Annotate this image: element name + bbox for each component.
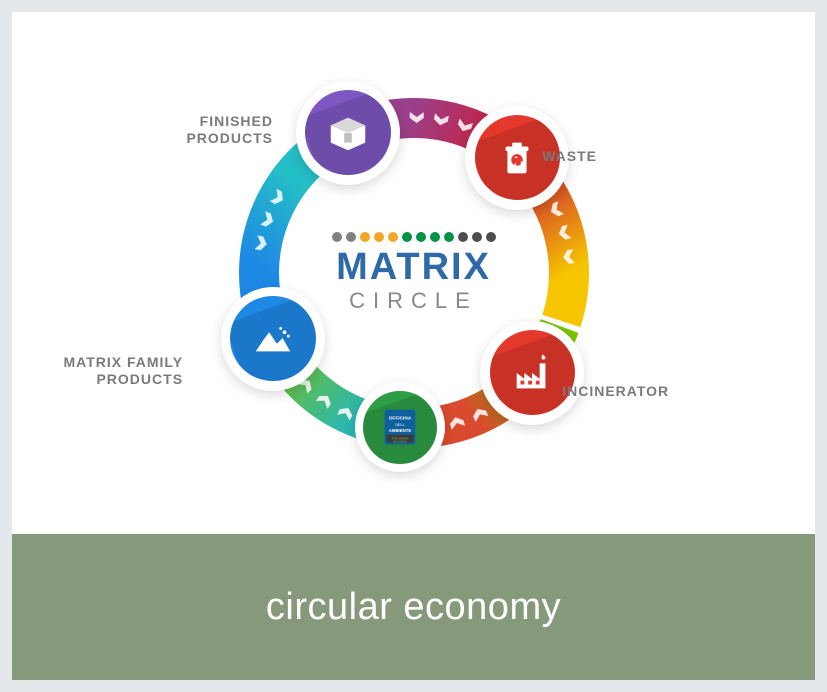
label-incinerator: INCINERATOR xyxy=(562,383,702,401)
label-waste: WASTE xyxy=(542,148,682,166)
label-finished: FINISHED PRODUCTS xyxy=(133,113,273,148)
logo-circle-text: CIRCLE xyxy=(332,288,496,314)
officina-icon: OFFICINADELLAMBIENTETHE GREENBUILDING xyxy=(363,391,437,465)
pile-icon xyxy=(230,296,315,381)
diagram-frame: MATRIX CIRCLE FINISHED PRODUCTS WASTE INCI… xyxy=(0,0,827,692)
circle-wrap: MATRIX CIRCLE FINISHED PRODUCTSWASTEINCI… xyxy=(219,78,609,468)
factory-icon xyxy=(490,330,575,415)
svg-text:OFFICINA: OFFICINA xyxy=(389,416,412,422)
node-incinerator xyxy=(480,321,584,425)
center-logo: MATRIX CIRCLE xyxy=(332,232,496,314)
footer-band: circular economy xyxy=(12,534,815,680)
label-family: MATRIX FAMILY PRODUCTS xyxy=(43,354,183,389)
diagram-area: MATRIX CIRCLE FINISHED PRODUCTS WASTE INCI… xyxy=(12,12,815,534)
svg-text:AMBIENTE: AMBIENTE xyxy=(389,428,412,433)
footer-title: circular economy xyxy=(266,586,561,629)
svg-text:BUILDING: BUILDING xyxy=(393,440,407,444)
node-finished xyxy=(296,81,400,185)
logo-dots xyxy=(332,232,496,242)
node-officina: OFFICINADELLAMBIENTETHE GREENBUILDING xyxy=(355,382,445,472)
box-icon xyxy=(305,90,390,175)
node-family xyxy=(221,287,325,391)
logo-matrix-text: MATRIX xyxy=(332,248,496,286)
svg-text:DELL: DELL xyxy=(395,423,405,427)
